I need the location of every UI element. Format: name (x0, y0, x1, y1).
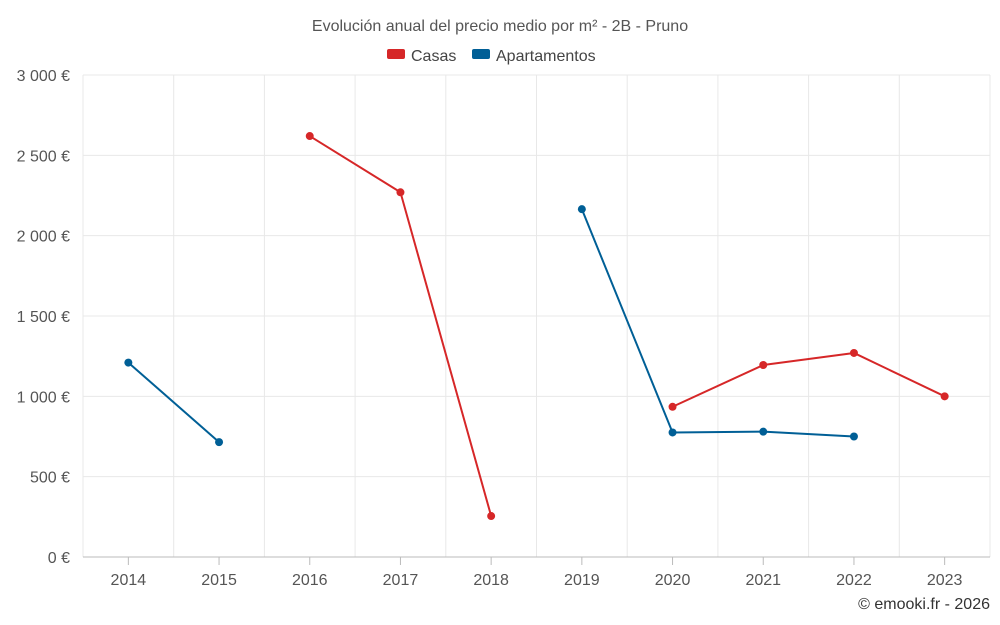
x-tick-label: 2020 (655, 572, 691, 589)
y-axis: 0 € 500 € 1 000 € 1 500 € 2 000 € 2 500 € 3 00… (17, 68, 70, 567)
data-point-apartamentos[interactable] (759, 427, 768, 436)
x-axis: 2014 2015 2016 2017 2018 2019 2020 2021 2022 2023 (83, 556, 990, 589)
series (124, 132, 949, 521)
data-point-apartamentos[interactable] (215, 438, 224, 447)
y-tick-label: 2 000 € (17, 229, 70, 246)
data-point-casas[interactable] (396, 188, 405, 197)
data-point-apartamentos[interactable] (577, 205, 586, 214)
x-tick-label: 2014 (111, 572, 147, 589)
y-tick-label: 3 000 € (17, 68, 70, 85)
legend-swatch-casas (387, 49, 405, 59)
data-point-apartamentos[interactable] (849, 432, 858, 441)
data-point-casas[interactable] (668, 402, 677, 411)
chart-title: Evolución anual del precio medio por m² … (312, 18, 688, 35)
x-tick-label: 2021 (745, 572, 781, 589)
x-tick-label: 2018 (473, 572, 509, 589)
data-point-casas[interactable] (305, 132, 314, 141)
legend-swatch-apartamentos (472, 49, 490, 59)
data-point-apartamentos[interactable] (668, 428, 677, 437)
series-line-apartamentos (580, 208, 855, 438)
y-tick-label: 0 € (48, 550, 70, 567)
x-tick-label: 2016 (292, 572, 328, 589)
legend-label-apartamentos: Apartamentos (496, 48, 596, 65)
y-tick-label: 500 € (30, 470, 70, 487)
legend-label-casas: Casas (411, 48, 456, 65)
series-line-apartamentos (127, 361, 220, 443)
series-line-casas (672, 351, 946, 408)
legend: Casas Apartamentos (387, 48, 596, 65)
credit-text: © emooki.fr - 2026 (858, 596, 990, 613)
data-point-apartamentos[interactable] (124, 358, 133, 367)
x-tick-label: 2019 (564, 572, 600, 589)
legend-item-apartamentos[interactable]: Apartamentos (472, 48, 596, 65)
data-point-casas[interactable] (940, 392, 949, 401)
y-tick-label: 1 500 € (17, 309, 70, 326)
y-tick-label: 2 500 € (17, 148, 70, 165)
x-tick-label: 2015 (201, 572, 237, 589)
data-point-casas[interactable] (487, 512, 496, 521)
x-tick-label: 2023 (927, 572, 963, 589)
y-tick-label: 1 000 € (17, 389, 70, 406)
data-point-casas[interactable] (759, 361, 768, 370)
legend-item-casas[interactable]: Casas (387, 48, 456, 65)
x-tick-label: 2022 (836, 572, 872, 589)
x-tick-label: 2017 (383, 572, 419, 589)
grid (82, 74, 991, 557)
data-point-casas[interactable] (849, 348, 858, 357)
